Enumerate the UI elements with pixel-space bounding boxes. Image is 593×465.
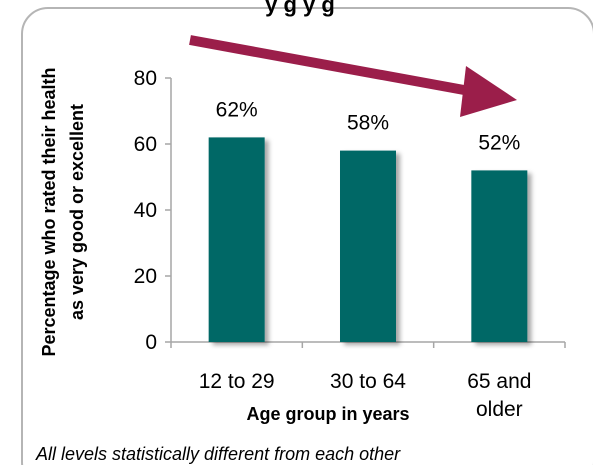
data-label: 62% xyxy=(216,98,258,121)
x-axis-title: Age group in years xyxy=(246,404,409,424)
bar xyxy=(471,170,528,342)
plot-area: 0 20 40 60 80 62% 12 to 29 58% 30 to 64 52% 65 and… xyxy=(134,67,566,421)
chart-title: y g y g xyxy=(265,0,335,17)
y-tick-label: 60 xyxy=(134,133,157,156)
x-tick-label: 65 and xyxy=(467,370,531,393)
trend-arrow-shaft xyxy=(189,35,476,97)
x-tick-label: older xyxy=(476,398,523,421)
trend-arrow-head xyxy=(460,66,517,117)
x-tick-label: 12 to 29 xyxy=(199,370,275,393)
data-label: 58% xyxy=(347,112,389,135)
y-axis-title-line-2: as very good or excellent xyxy=(67,104,87,320)
bar xyxy=(340,150,396,342)
data-label: 52% xyxy=(478,131,520,154)
chart-frame xyxy=(21,7,593,465)
y-tick-label: 80 xyxy=(134,67,157,90)
bar xyxy=(208,137,265,342)
y-tick-label: 0 xyxy=(145,331,157,354)
footnote: All levels statistically different from … xyxy=(35,444,401,464)
y-tick-label: 40 xyxy=(134,199,157,222)
y-axis-title-line-1: Percentage who rated their health xyxy=(39,67,59,356)
y-axis-title: Percentage who rated their health as ver… xyxy=(39,67,87,356)
trend-arrow xyxy=(189,35,517,117)
x-tick-label: 30 to 64 xyxy=(330,370,406,393)
y-tick-label: 20 xyxy=(134,265,157,288)
